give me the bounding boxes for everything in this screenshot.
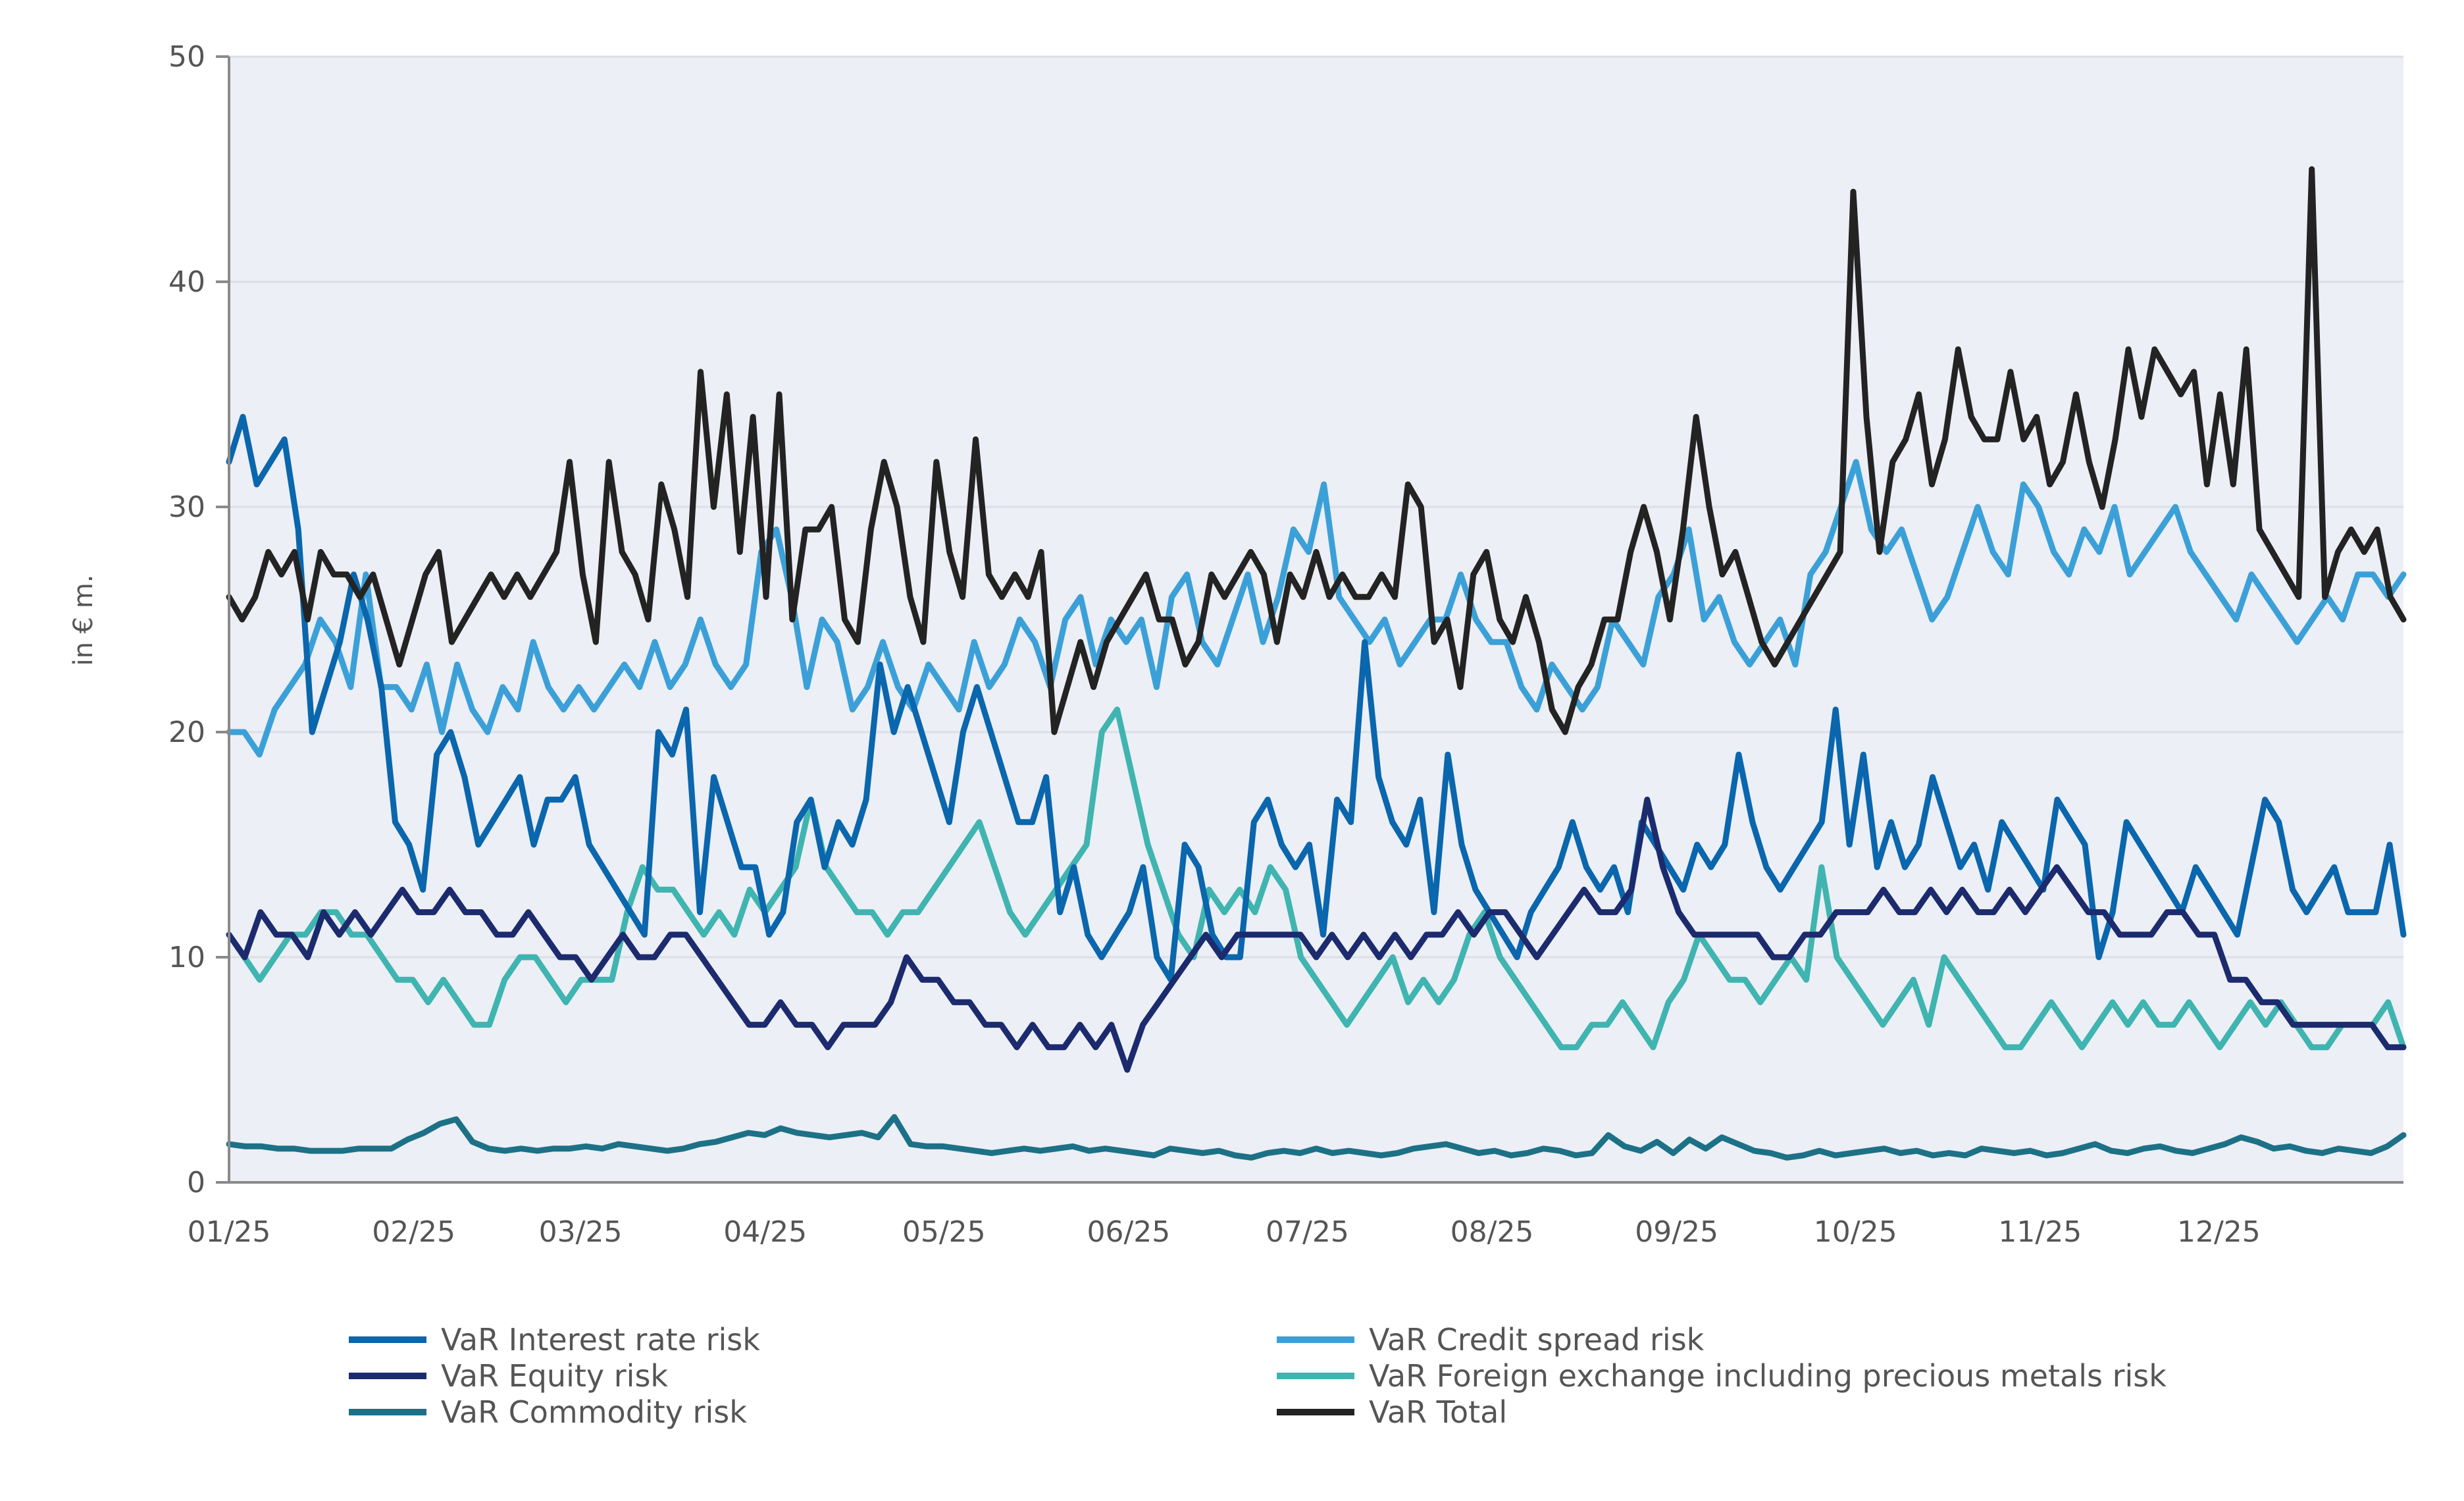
x-tick-label: 07/25 [1266,1215,1349,1249]
x-ticks: 01/25 02/25 03/25 04/25 05/25 06/25 07/25 08/25… [188,1215,2261,1249]
legend-label: VaR Commodity risk [441,1394,747,1430]
x-tick-label: 03/25 [539,1215,623,1249]
x-tick-label: 12/25 [2177,1215,2261,1249]
x-tick-label: 02/25 [372,1215,455,1249]
x-tick-label: 08/25 [1450,1215,1534,1249]
legend-label: VaR Total [1369,1394,1507,1430]
y-ticks: 0 10 20 30 40 50 [168,40,229,1199]
y-tick-label: 30 [168,490,205,524]
series-line-2 [226,797,2407,1073]
legend-label: VaR Foreign exchange including precious … [1369,1358,2167,1394]
series-lines [226,166,2407,1161]
legend-label: VaR Equity risk [441,1358,668,1394]
legend-label: VaR Interest rate risk [441,1322,760,1357]
series-line-1 [226,459,2407,758]
y-tick-label: 0 [187,1166,205,1199]
y-tick-label: 10 [168,941,205,974]
x-tick-label: 09/25 [1635,1215,1718,1249]
plot-background [229,57,2403,1182]
legend-label: VaR Credit spread risk [1369,1322,1705,1357]
x-tick-label: 10/25 [1814,1215,1897,1249]
y-tick-label: 20 [168,716,205,749]
series-line-4 [226,1114,2407,1161]
x-tick-label: 11/25 [1998,1215,2082,1249]
series-line-5 [226,166,2407,735]
y-tick-label: 40 [168,265,205,299]
y-tick-label: 50 [168,40,205,74]
x-tick-label: 05/25 [902,1215,986,1249]
x-tick-label: 04/25 [723,1215,807,1249]
x-tick-label: 06/25 [1087,1215,1170,1249]
x-tick-label: 01/25 [188,1215,271,1249]
y-axis-label: in € m. [68,574,99,666]
